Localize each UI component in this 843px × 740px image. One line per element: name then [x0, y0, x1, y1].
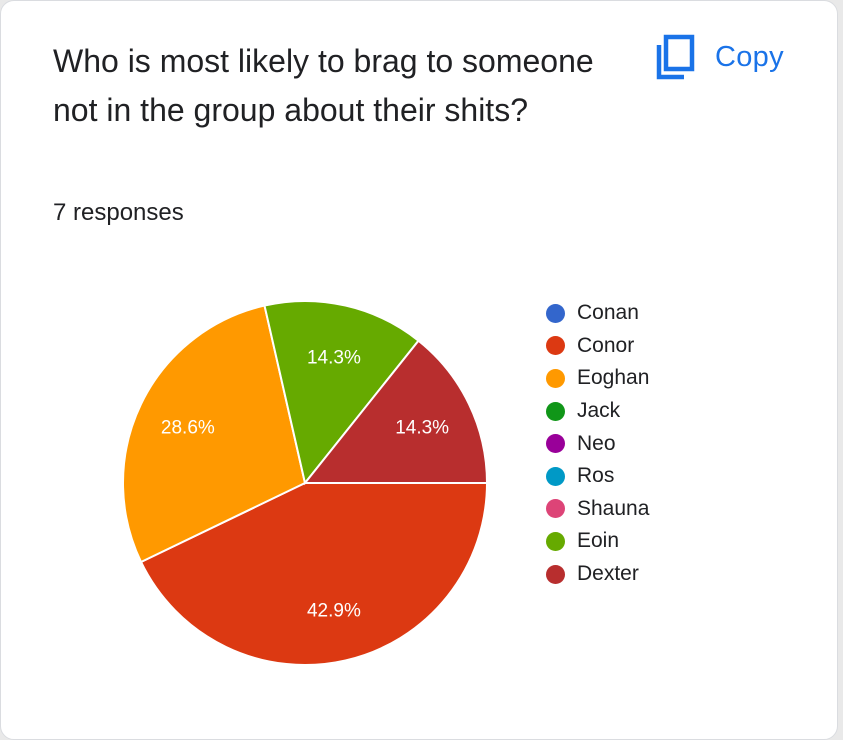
- slice-label-dexter: 14.3%: [395, 418, 449, 439]
- legend-label: Dexter: [577, 562, 639, 586]
- question-title: Who is most likely to brag to someone no…: [53, 43, 594, 128]
- legend-swatch: [546, 531, 565, 551]
- legend-swatch: [546, 336, 565, 356]
- legend-swatch: [546, 434, 565, 454]
- pie-slice-eoghan[interactable]: [122, 304, 307, 564]
- legend-item-jack[interactable]: Jack: [546, 395, 649, 428]
- legend-label: Jack: [577, 399, 621, 423]
- legend-item-conan[interactable]: Conan: [546, 297, 649, 330]
- slice-label-eoin: 14.3%: [307, 347, 361, 368]
- legend-label: Ros: [577, 464, 615, 488]
- legend-item-conor[interactable]: Conor: [546, 330, 649, 363]
- legend-label: Eoghan: [577, 366, 650, 390]
- legend-item-neo[interactable]: Neo: [546, 427, 649, 460]
- slice-label-conor: 42.9%: [307, 601, 361, 622]
- chart-legend: Conan Conor Eoghan Jack Neo Ros Shauna Eoin Dext…: [546, 297, 649, 590]
- copy-icon: [656, 34, 695, 80]
- legend-item-shauna[interactable]: Shauna: [546, 493, 649, 526]
- legend-swatch: [546, 466, 565, 486]
- legend-swatch: [546, 401, 565, 421]
- legend-swatch: [546, 564, 565, 584]
- legend-label: Conor: [577, 333, 635, 357]
- legend-swatch: [546, 368, 565, 388]
- legend-item-eoghan[interactable]: Eoghan: [546, 362, 649, 395]
- legend-swatch: [546, 499, 565, 519]
- copy-label: Copy: [715, 40, 784, 73]
- legend-item-dexter[interactable]: Dexter: [546, 558, 649, 591]
- pie-slice-conor[interactable]: [139, 482, 489, 666]
- legend-label: Eoin: [577, 529, 620, 553]
- legend-swatch: [546, 303, 565, 323]
- legend-item-ros[interactable]: Ros: [546, 460, 649, 493]
- slice-label-eoghan: 28.6%: [161, 418, 215, 439]
- response-count: 7 responses: [53, 199, 184, 226]
- pie-chart: 42.9% 28.6% 14.3% 14.3%: [122, 300, 489, 666]
- legend-label: Shauna: [577, 496, 650, 520]
- copy-chart-button[interactable]: Copy: [647, 31, 790, 83]
- legend-item-eoin[interactable]: Eoin: [546, 525, 649, 558]
- pie-slice-dexter[interactable]: [302, 339, 489, 484]
- legend-label: Neo: [577, 431, 616, 455]
- legend-label: Conan: [577, 301, 639, 325]
- pie-slice-eoin[interactable]: [263, 300, 420, 486]
